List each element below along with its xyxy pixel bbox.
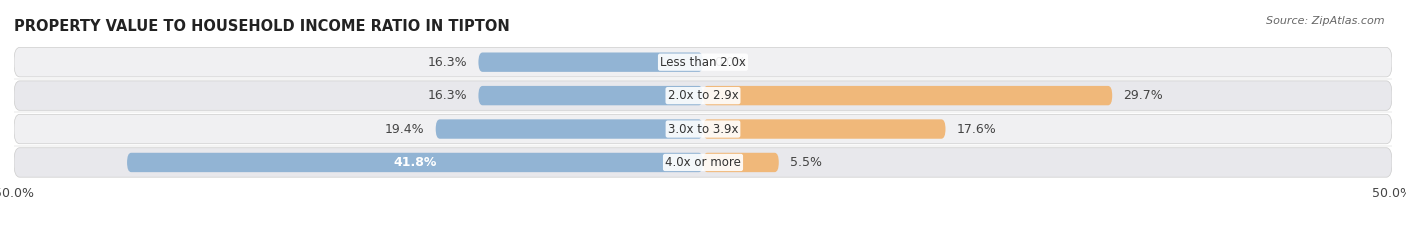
FancyBboxPatch shape	[436, 119, 703, 139]
Text: 16.3%: 16.3%	[427, 56, 467, 69]
FancyBboxPatch shape	[14, 81, 1392, 110]
FancyBboxPatch shape	[703, 86, 1112, 105]
Text: 17.6%: 17.6%	[956, 123, 997, 135]
Text: Source: ZipAtlas.com: Source: ZipAtlas.com	[1267, 16, 1385, 26]
FancyBboxPatch shape	[703, 153, 779, 172]
FancyBboxPatch shape	[14, 48, 1392, 77]
Text: 5.5%: 5.5%	[790, 156, 821, 169]
FancyBboxPatch shape	[703, 119, 945, 139]
FancyBboxPatch shape	[478, 86, 703, 105]
FancyBboxPatch shape	[127, 153, 703, 172]
FancyBboxPatch shape	[14, 148, 1392, 177]
Text: 2.0x to 2.9x: 2.0x to 2.9x	[668, 89, 738, 102]
Text: Less than 2.0x: Less than 2.0x	[659, 56, 747, 69]
Text: 16.3%: 16.3%	[427, 89, 467, 102]
Text: PROPERTY VALUE TO HOUSEHOLD INCOME RATIO IN TIPTON: PROPERTY VALUE TO HOUSEHOLD INCOME RATIO…	[14, 19, 510, 34]
Text: 3.0x to 3.9x: 3.0x to 3.9x	[668, 123, 738, 135]
Text: 0.0%: 0.0%	[714, 56, 747, 69]
Text: 41.8%: 41.8%	[394, 156, 437, 169]
Text: 19.4%: 19.4%	[385, 123, 425, 135]
Text: 4.0x or more: 4.0x or more	[665, 156, 741, 169]
FancyBboxPatch shape	[14, 114, 1392, 144]
FancyBboxPatch shape	[478, 52, 703, 72]
Text: 29.7%: 29.7%	[1123, 89, 1163, 102]
